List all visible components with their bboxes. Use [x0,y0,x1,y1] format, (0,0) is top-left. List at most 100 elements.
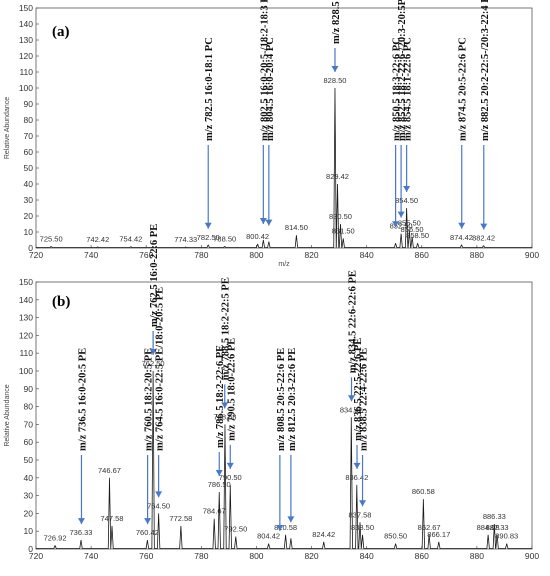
peak-label: 746.67 [98,466,121,475]
annotation-arrow-head [392,221,400,228]
y-tick-label: 110 [19,67,33,77]
x-axis-title: m/z [278,261,290,268]
x-tick-label: 900 [525,551,539,561]
annotation-arrow-head [331,66,339,72]
x-tick-label: 760 [139,551,153,561]
annotation-label: m/z 828.5 16:0-22:6 [331,0,342,44]
x-tick-label: 820 [304,551,318,561]
peak-label: 850.50 [384,532,407,541]
plot-frame [35,281,533,550]
y-tick-label: 10 [24,526,34,536]
peak-label: 836.42 [345,473,368,482]
annotation-label: m/z 838.5 22:4-22:6 PE [359,348,370,451]
peak-label: 788.50 [213,234,236,243]
annotation-label: m/z 764.5 16:0-22:5 PE/18:0-20:5 PE [155,287,166,451]
x-tick-label: 800 [249,250,263,260]
y-tick-label: 130 [19,313,33,323]
y-tick-label: 70 [24,131,34,141]
annotation-label: m/z 836.5 22:5-22:6 PE [353,338,364,441]
annotation-arrow-head [77,518,85,525]
y-tick-label: 100 [19,83,33,93]
panel-label: (b) [52,294,70,310]
x-tick-label: 820 [304,250,318,260]
peak-label: 829.42 [326,172,349,181]
peak-label: 887.33 [486,523,509,532]
annotation-label: m/z 802.5 16:0-20:5-/18:2-18:3 PC [259,0,270,141]
y-tick-label: 50 [24,455,34,465]
annotation-label: m/z 854.5 18:1-22:6 PC [403,37,414,141]
peak-label: 855.50 [398,218,421,227]
peak-label: 792.50 [224,525,247,534]
y-axis-title: Relative Abundance [4,97,11,159]
y-tick-label: 50 [24,163,34,173]
peak-label: 890.83 [495,532,518,541]
annotation-arrow-head [348,395,356,402]
x-tick-label: 720 [29,250,43,260]
y-tick-label: 90 [24,384,34,394]
peak-label: 754.42 [119,235,142,244]
x-tick-label: 780 [194,551,208,561]
annotation-label: m/z 786.5 18:2-22:6 PE [215,345,226,448]
annotation-arrow-head [287,516,295,523]
x-tick-label: 860 [415,250,429,260]
annotation-label: m/z 790.5 18:0-22:6 PE [226,338,237,441]
annotation-label: m/z 850.5 18:3-22:6 PC [392,37,403,141]
annotation-arrow-head [149,349,157,355]
peak-label: 790.50 [219,473,242,482]
y-tick-label: 100 [19,366,33,376]
peak-label: 774.33 [174,235,197,244]
peak-label: 747.58 [101,514,124,523]
peak-label: 854.50 [395,196,418,205]
peak-label: 804.42 [257,532,280,541]
y-tick-label: 150 [19,277,33,287]
peak-label: 772.58 [169,514,192,523]
y-tick-label: 10 [24,227,34,237]
y-tick-label: 0 [28,544,33,554]
peak-label: 874.42 [450,233,473,242]
peak-label: 831.50 [332,226,355,235]
peak-label: 726.92 [44,533,67,542]
annotation-arrow-head [215,470,223,477]
peak-label: 828.50 [324,76,347,85]
peak-label: 736.33 [70,528,93,537]
annotation-label: m/z 882.5 20:2-22:5-/20:3-22:4 PC [480,0,491,141]
annotation-arrow-head [359,500,367,507]
y-tick-label: 140 [19,19,33,29]
x-tick-label: 740 [84,250,98,260]
x-tick-label: 840 [360,551,374,561]
x-tick-label: 860 [415,551,429,561]
annotation-arrow-head [226,462,234,469]
x-tick-label: 760 [139,250,153,260]
spectrum-trace [36,87,532,248]
annotation-arrow-head [259,218,267,224]
annotation-label: m/z 782.5 16:0-18:1 PC [204,37,215,141]
peak-label: 866.17 [427,530,450,539]
peak-label: 838.50 [351,523,374,532]
x-tick-label: 900 [525,250,539,260]
annotation-label: m/z 788.5 18:2-22:5 PE [221,277,232,380]
peak-label: 814.50 [285,223,308,232]
annotation-arrow-head [458,222,466,229]
annotation-label: m/z 834.5 22:6-22:6 PE [348,270,359,373]
annotation-arrow-head [204,222,212,229]
y-tick-label: 120 [19,51,33,61]
y-tick-label: 30 [24,195,34,205]
y-tick-label: 70 [24,419,34,429]
y-tick-label: 140 [19,295,33,305]
x-tick-label: 800 [249,551,263,561]
y-tick-label: 40 [24,473,34,483]
x-tick-label: 880 [470,250,484,260]
peak-label: 884.08 [477,523,500,532]
peak-label: 742.42 [86,235,109,244]
peak-label: 882.42 [472,234,495,243]
peak-label: 858.50 [406,231,429,240]
annotation-arrow-head [221,402,229,409]
y-tick-label: 90 [24,99,34,109]
annotation-label: m/z 812.5 20:3-22:6 PE [287,348,298,451]
spectrum-panel-a: 0 10 20 30 40 50 60 70 80 90 100 110 120 130 140 150 720… [4,0,539,268]
peak-label: 860.58 [412,487,435,496]
peak-label: 784.67 [203,507,226,516]
x-tick-label: 880 [470,551,484,561]
peak-label: 764.50 [147,501,170,510]
